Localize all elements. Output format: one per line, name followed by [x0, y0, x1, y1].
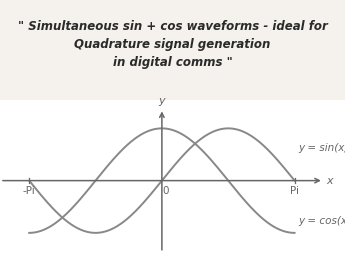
Text: x: x — [326, 176, 333, 186]
Text: 0: 0 — [162, 186, 169, 196]
Text: y = sin(x): y = sin(x) — [298, 143, 345, 153]
Text: y: y — [159, 96, 165, 106]
Text: -Pi: -Pi — [23, 186, 36, 196]
Text: y = cos(x): y = cos(x) — [298, 216, 345, 226]
Text: Pi: Pi — [290, 186, 299, 196]
Text: " Simultaneous sin + cos waveforms - ideal for
Quadrature signal generation
in d: " Simultaneous sin + cos waveforms - ide… — [18, 20, 327, 69]
